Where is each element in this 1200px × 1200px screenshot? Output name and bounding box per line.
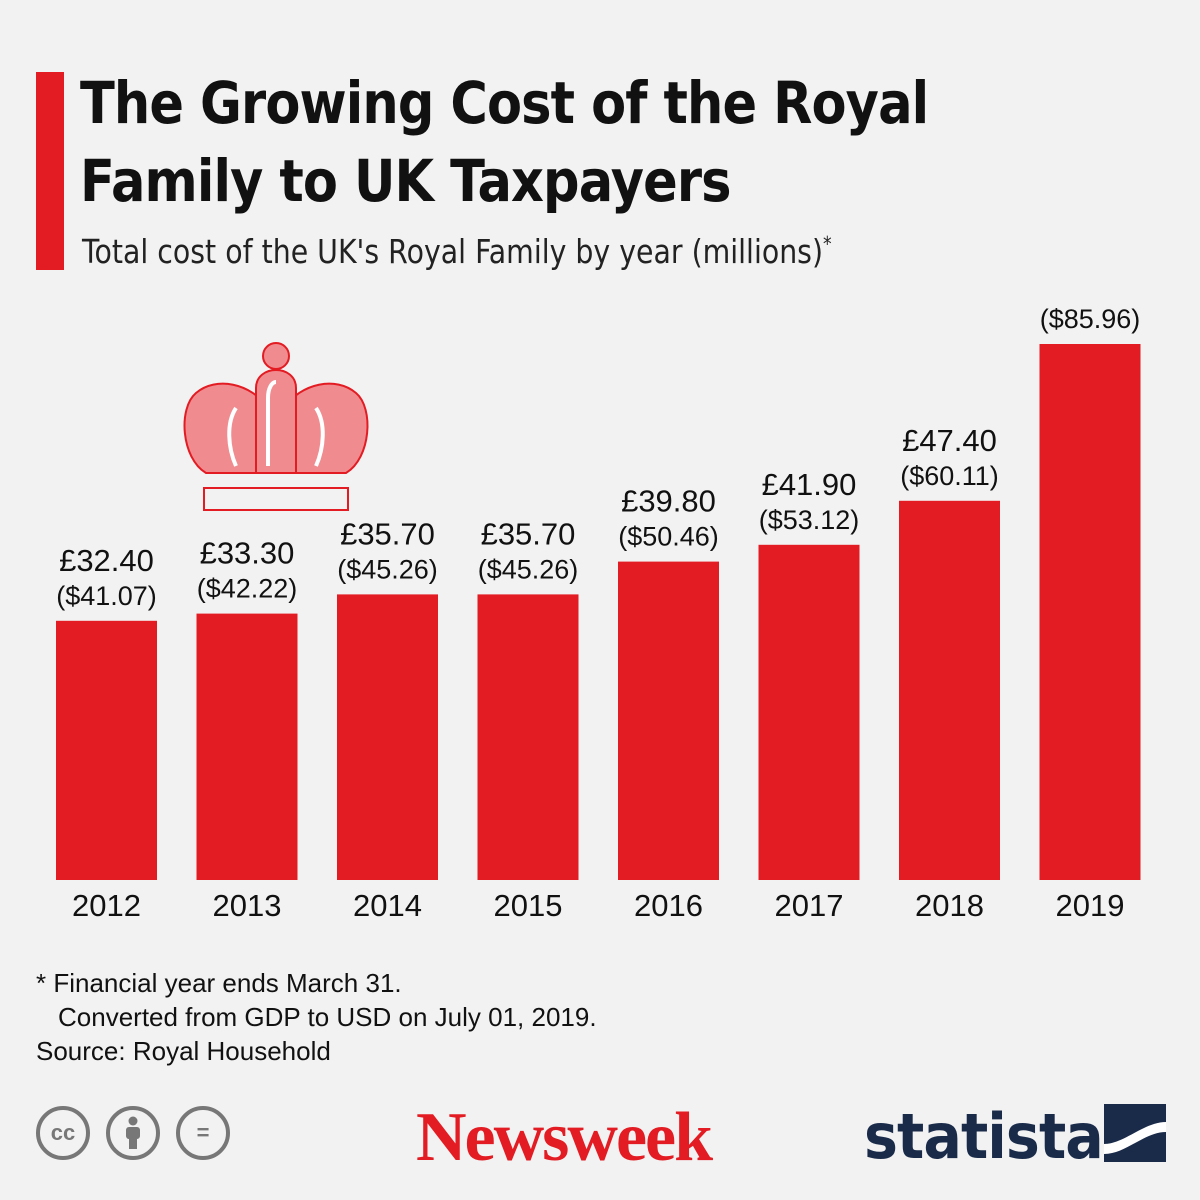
person-icon — [126, 1116, 140, 1149]
license-icons: cc = — [36, 1106, 230, 1160]
value-label-usd-2013: ($42.22) — [197, 574, 298, 604]
footnotes: * Financial year ends March 31. Converte… — [36, 966, 597, 1068]
bar-2019 — [1039, 344, 1141, 880]
cc-icon: cc — [36, 1106, 90, 1160]
value-label-usd-2016: ($50.46) — [618, 522, 719, 552]
title-accent-bar — [36, 72, 64, 270]
value-label-gbp-2017: £41.90 — [762, 467, 857, 502]
newsweek-logo: Newsweek — [416, 1099, 713, 1176]
title-line-2: Family to UK Taxpayers — [80, 147, 732, 215]
value-label-gbp-2016: £39.80 — [621, 484, 716, 519]
value-label-usd-2019: ($85.96) — [1040, 304, 1141, 334]
bar-2013 — [196, 613, 298, 880]
source-note: Source: Royal Household — [36, 1036, 331, 1066]
bar-chart: £32.40($41.07) 2012 £33.30($42.22) 2013 £35.… — [56, 300, 1141, 923]
category-label-2018: 2018 — [915, 888, 984, 923]
bar-2012 — [56, 620, 157, 880]
title-line-1: The Growing Cost of the Royal — [80, 69, 929, 137]
category-label-2019: 2019 — [1056, 888, 1125, 923]
value-label-gbp-2018: £47.40 — [902, 423, 997, 458]
category-label-2013: 2013 — [213, 888, 282, 923]
value-label-usd-2015: ($45.26) — [478, 554, 579, 584]
value-label-gbp-2013: £33.30 — [200, 536, 295, 571]
category-label-2016: 2016 — [634, 888, 703, 923]
value-label-gbp-2019: £67.00 — [1043, 300, 1138, 301]
attribution-icon — [106, 1106, 160, 1160]
value-label-usd-2014: ($45.26) — [337, 554, 438, 584]
statista-logo-icon — [1104, 1104, 1166, 1162]
crown-icon — [183, 342, 369, 511]
no-derivatives-icon: = — [176, 1106, 230, 1160]
value-label-usd-2012: ($41.07) — [56, 581, 157, 611]
equals-label: = — [196, 1120, 210, 1145]
bar-2016 — [618, 561, 719, 880]
bar-2017 — [758, 544, 860, 880]
subtitle-text: Total cost of the UK's Royal Family by y… — [82, 232, 824, 271]
value-label-gbp-2015: £35.70 — [481, 516, 576, 551]
subtitle: Total cost of the UK's Royal Family by y… — [82, 232, 832, 271]
value-label-gbp-2012: £32.40 — [59, 543, 154, 578]
cc-label: cc — [50, 1120, 76, 1145]
value-label-usd-2017: ($53.12) — [759, 505, 860, 535]
bar-2015 — [477, 594, 579, 880]
statista-logo: statista — [864, 1100, 1104, 1173]
footnote-financial-year: * Financial year ends March 31. — [36, 968, 402, 998]
value-label-gbp-2014: £35.70 — [340, 516, 435, 551]
page-title: The Growing Cost of the Royal Family to … — [80, 64, 1030, 220]
category-label-2015: 2015 — [494, 888, 563, 923]
bar-2018 — [899, 500, 1000, 880]
subtitle-asterisk: * — [823, 232, 832, 256]
category-label-2017: 2017 — [775, 888, 844, 923]
value-label-usd-2018: ($60.11) — [900, 461, 999, 491]
category-label-2012: 2012 — [72, 888, 141, 923]
footnote-conversion: Converted from GDP to USD on July 01, 20… — [58, 1002, 597, 1032]
category-label-2014: 2014 — [353, 888, 422, 923]
bar-2014 — [337, 594, 438, 880]
